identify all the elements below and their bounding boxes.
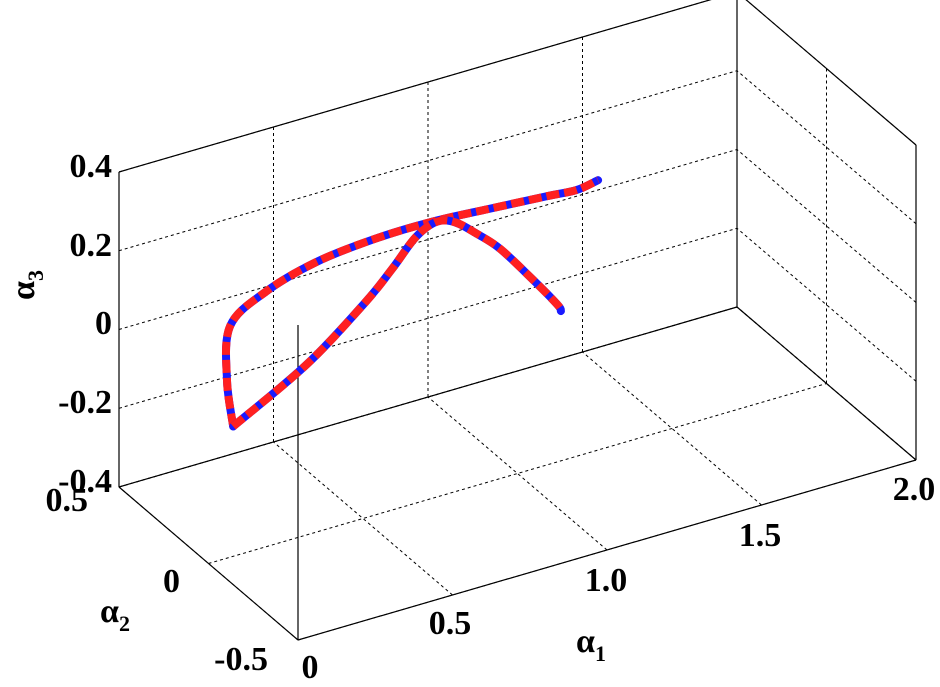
floor-grid-line bbox=[428, 397, 607, 550]
y-axis-label: α2 bbox=[100, 593, 130, 636]
z-tick-label: 0.4 bbox=[70, 148, 113, 185]
x-tick-label: 1.0 bbox=[585, 562, 628, 599]
y-tick-label: 0.5 bbox=[46, 482, 89, 519]
x-axis-label: α1 bbox=[576, 623, 606, 666]
axis-box-edge bbox=[119, 0, 737, 172]
x-tick-label: 0 bbox=[302, 649, 319, 686]
y-tick-label: 0 bbox=[163, 563, 180, 600]
axes-box bbox=[119, 0, 916, 640]
z-axis-label: α3 bbox=[5, 270, 48, 300]
floor-grid-line bbox=[274, 442, 453, 595]
z-tick-label: 0 bbox=[95, 305, 112, 342]
grid-lines bbox=[119, 0, 916, 640]
series-line-2 bbox=[233, 220, 561, 426]
axis-box-edge bbox=[119, 487, 298, 640]
series-lines bbox=[226, 180, 598, 426]
floor-grid-line bbox=[209, 384, 827, 564]
axis-box-edge bbox=[737, 307, 916, 460]
x-tick-label: 0.5 bbox=[429, 605, 472, 642]
y-tick-label: -0.5 bbox=[214, 641, 268, 678]
series-line-2-base bbox=[233, 220, 561, 426]
back-wall-grid-line bbox=[119, 0, 737, 172]
z-tick-label: 0.2 bbox=[70, 227, 113, 264]
x-tick-label: 1.5 bbox=[739, 517, 782, 554]
axis-box-edge bbox=[298, 460, 916, 640]
z-axis-label-group: α3 bbox=[5, 270, 48, 300]
x-tick-label: 2.0 bbox=[893, 471, 936, 508]
z-tick-label: -0.2 bbox=[58, 384, 112, 421]
